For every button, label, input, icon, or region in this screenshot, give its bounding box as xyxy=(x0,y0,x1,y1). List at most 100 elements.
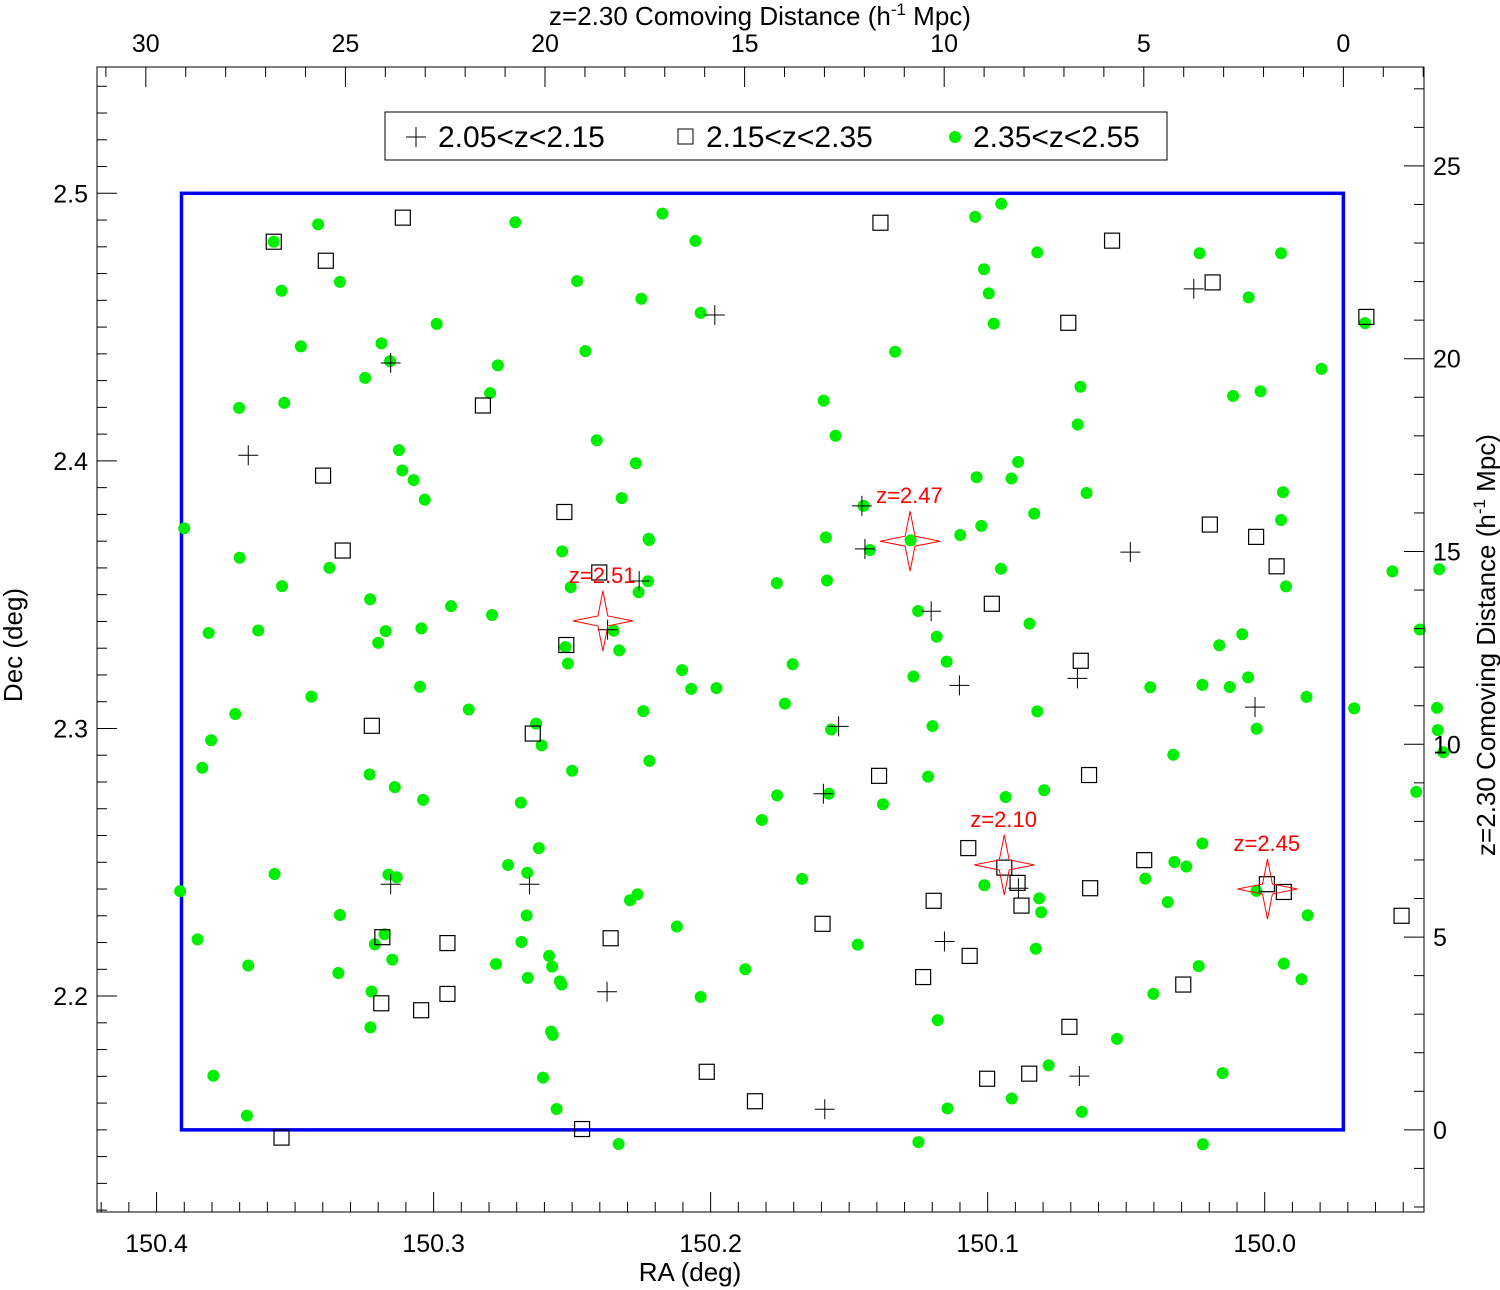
point-circle xyxy=(926,720,939,733)
point-square xyxy=(1061,1018,1078,1035)
point-circle xyxy=(388,781,401,794)
point-circle xyxy=(778,697,791,710)
point-circle xyxy=(629,457,642,470)
point-circle xyxy=(396,464,409,477)
point-circle xyxy=(1275,247,1288,260)
point-circle xyxy=(312,218,325,231)
point-circle xyxy=(1431,724,1444,737)
point-circle xyxy=(1147,987,1160,1000)
point-circle xyxy=(1413,623,1426,636)
point-circle xyxy=(1080,486,1093,499)
point-circle xyxy=(689,234,702,247)
point-square xyxy=(334,542,351,559)
x-tick-label: 150.0 xyxy=(1233,1230,1296,1258)
point-circle xyxy=(561,657,574,670)
point-circle xyxy=(191,933,204,946)
point-plus xyxy=(1245,697,1266,718)
point-square xyxy=(961,947,978,965)
right-tick-label: 15 xyxy=(1433,538,1461,566)
point-square xyxy=(1080,766,1098,784)
point-square xyxy=(1013,897,1030,914)
point-circle xyxy=(999,790,1012,803)
point-square xyxy=(273,1129,290,1146)
point-circle xyxy=(1035,906,1048,919)
x-tick-label: 150.4 xyxy=(125,1230,188,1258)
point-circle xyxy=(1144,681,1157,694)
top-axis-title-sup: -1 xyxy=(891,0,906,19)
point-circle xyxy=(931,1014,944,1027)
point-square xyxy=(317,252,334,269)
x-tick-label: 150.3 xyxy=(402,1230,465,1258)
point-circle xyxy=(268,868,281,881)
point-square xyxy=(925,892,942,909)
point-circle xyxy=(904,534,917,547)
point-circle xyxy=(564,581,577,594)
point-circle xyxy=(489,957,502,970)
point-circle xyxy=(1031,705,1044,718)
point-circle xyxy=(1031,246,1044,259)
point-plus xyxy=(380,352,401,373)
point-circle xyxy=(509,216,522,229)
point-circle xyxy=(889,345,902,358)
point-square xyxy=(474,397,492,414)
point-circle xyxy=(796,872,809,885)
point-circle xyxy=(685,682,698,695)
point-circle xyxy=(940,655,953,668)
point-circle xyxy=(305,690,318,703)
point-square xyxy=(746,1093,764,1110)
point-circle xyxy=(590,434,603,447)
y-axis-title: Dec (deg) xyxy=(0,588,28,702)
point-circle xyxy=(1029,942,1042,955)
point-circle xyxy=(930,630,943,643)
point-circle xyxy=(1227,389,1240,402)
point-circle xyxy=(430,317,443,330)
point-circle xyxy=(379,625,392,638)
point-square xyxy=(1072,652,1089,669)
point-square xyxy=(1358,308,1375,326)
point-circle xyxy=(1315,362,1328,375)
point-circle xyxy=(1012,455,1025,468)
point-circle xyxy=(755,813,768,826)
point-plus xyxy=(597,619,618,640)
redshift-star xyxy=(974,834,1035,895)
point-circle xyxy=(851,938,864,951)
point-circle xyxy=(819,531,832,544)
point-circle xyxy=(333,275,346,288)
point-circle xyxy=(1071,418,1084,431)
point-circle xyxy=(1196,1138,1209,1151)
point-circle xyxy=(1192,960,1205,973)
top-tick-label: 5 xyxy=(1137,30,1151,58)
point-square xyxy=(524,725,541,742)
point-circle xyxy=(987,317,1000,330)
point-square xyxy=(698,1063,715,1080)
point-circle xyxy=(1074,380,1087,393)
point-circle xyxy=(559,641,572,654)
point-plus xyxy=(854,538,875,559)
point-circle xyxy=(994,562,1007,575)
point-circle xyxy=(229,708,242,721)
point-circle xyxy=(392,444,405,457)
point-square xyxy=(1204,274,1221,291)
point-circle xyxy=(415,622,428,635)
point-circle xyxy=(978,263,991,276)
point-circle xyxy=(694,306,707,319)
point-circle xyxy=(1180,860,1193,873)
point-circle xyxy=(1295,973,1308,986)
point-circle xyxy=(786,658,799,671)
point-circle xyxy=(486,609,499,622)
point-circle xyxy=(975,519,988,532)
redshift-label: z=2.45 xyxy=(1233,831,1300,856)
point-circle xyxy=(378,928,391,941)
point-circle xyxy=(670,920,683,933)
point-circle xyxy=(1042,1059,1055,1072)
point-circle xyxy=(739,963,752,976)
top-tick-label: 30 xyxy=(132,30,160,58)
point-circle xyxy=(978,879,991,892)
point-square xyxy=(1009,874,1026,891)
point-circle xyxy=(1437,746,1450,759)
field-boundary xyxy=(179,191,1346,1132)
top-tick-label: 10 xyxy=(930,30,958,58)
point-plus xyxy=(851,495,872,516)
point-circle xyxy=(1196,837,1209,850)
